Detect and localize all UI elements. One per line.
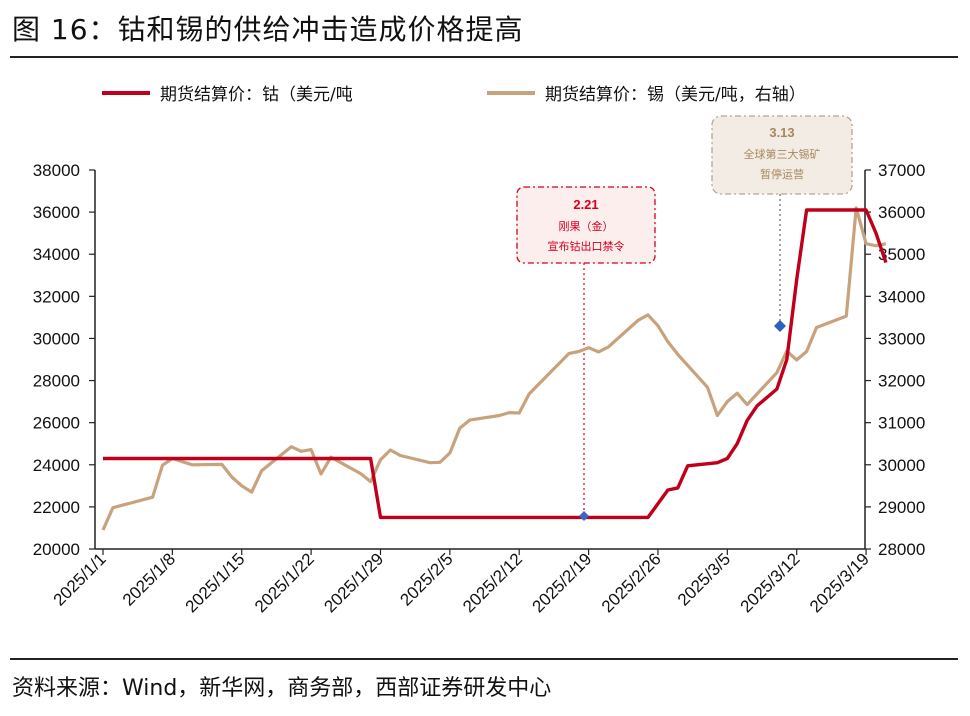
title-rule [10,56,958,58]
x-tick-label: 2025/1/15 [182,549,249,616]
annotation-line2-tin-mine: 暂停运营 [760,167,804,181]
series-line-tin [101,206,887,531]
cobalt-ban-marker [579,511,589,521]
right-tick-label: 31000 [878,414,925,433]
right-tick-label: 32000 [878,372,925,391]
left-tick-label: 20000 [33,540,80,559]
right-tick-label: 33000 [878,329,925,348]
annotation-tin-mine: 3.13 全球第三大锡矿 暂停运营 [711,115,853,195]
left-tick-label: 24000 [33,456,80,475]
annotation-box-cobalt-ban [516,186,656,264]
event-markers [579,320,786,521]
x-tick-label: 2025/2/19 [528,549,595,616]
series-line-cobalt [103,208,888,520]
right-tick-label: 29000 [878,498,925,517]
x-axis-ticks: 2025/1/1 2025/1/8 2025/1/15 2025/1/22 2025/1… [50,549,873,616]
right-tick-label: 34000 [878,287,925,306]
annotation-date-tin-mine: 3.13 [769,125,794,140]
left-tick-label: 26000 [33,414,80,433]
x-tick-label: 2025/3/12 [737,549,804,616]
source-note: 资料来源：Wind，新华网，商务部，西部证券研发中心 [12,676,552,701]
right-tick-label: 30000 [878,456,925,475]
left-tick-label: 28000 [33,372,80,391]
source-rule [10,658,958,660]
axes [94,170,866,550]
annotation-line1-tin-mine: 全球第三大锡矿 [744,147,821,161]
x-tick-label: 2025/1/29 [320,549,387,616]
x-tick-label: 2025/1/8 [119,549,179,609]
annotation-guides [583,194,781,516]
annotation-box-tin-mine [711,115,853,195]
left-tick-label: 34000 [33,245,80,264]
left-tick-label: 30000 [33,329,80,348]
right-axis-ticks: 28000 29000 30000 31000 32000 33000 34000 35000… [865,161,925,559]
x-tick-label: 2025/3/19 [806,549,873,616]
right-tick-label: 35000 [878,245,925,264]
tin-mine-marker [774,320,786,332]
x-tick-label: 2025/3/5 [674,549,734,609]
right-tick-label: 36000 [878,203,925,222]
right-tick-label: 37000 [878,161,925,180]
left-tick-label: 32000 [33,287,80,306]
annotation-cobalt-ban: 2.21 刚果（金） 宣布钴出口禁令 [516,186,656,264]
annotation-line2-cobalt-ban: 宣布钴出口禁令 [548,239,625,253]
legend-label-tin: 期货结算价：锡（美元/吨，右轴） [545,85,806,105]
left-tick-label: 22000 [33,498,80,517]
left-tick-label: 36000 [33,203,80,222]
right-tick-label: 28000 [878,540,925,559]
x-tick-label: 2025/2/5 [396,549,456,609]
annotation-line1-cobalt-ban: 刚果（金） [559,219,614,233]
x-tick-label: 2025/2/26 [598,549,665,616]
legend: 期货结算价：钴（美元/吨 期货结算价：锡（美元/吨，右轴） [102,85,806,105]
annotation-date-cobalt-ban: 2.21 [573,197,598,212]
x-tick-label: 2025/2/12 [459,549,526,616]
figure-title: 图 16：钴和锡的供给冲击造成价格提高 [12,13,524,46]
x-tick-label: 2025/1/22 [251,549,318,616]
left-axis-ticks: 20000 22000 24000 26000 28000 30000 32000 34000… [33,161,95,559]
left-tick-label: 38000 [33,161,80,180]
legend-label-cobalt: 期货结算价：钴（美元/吨 [160,85,353,105]
